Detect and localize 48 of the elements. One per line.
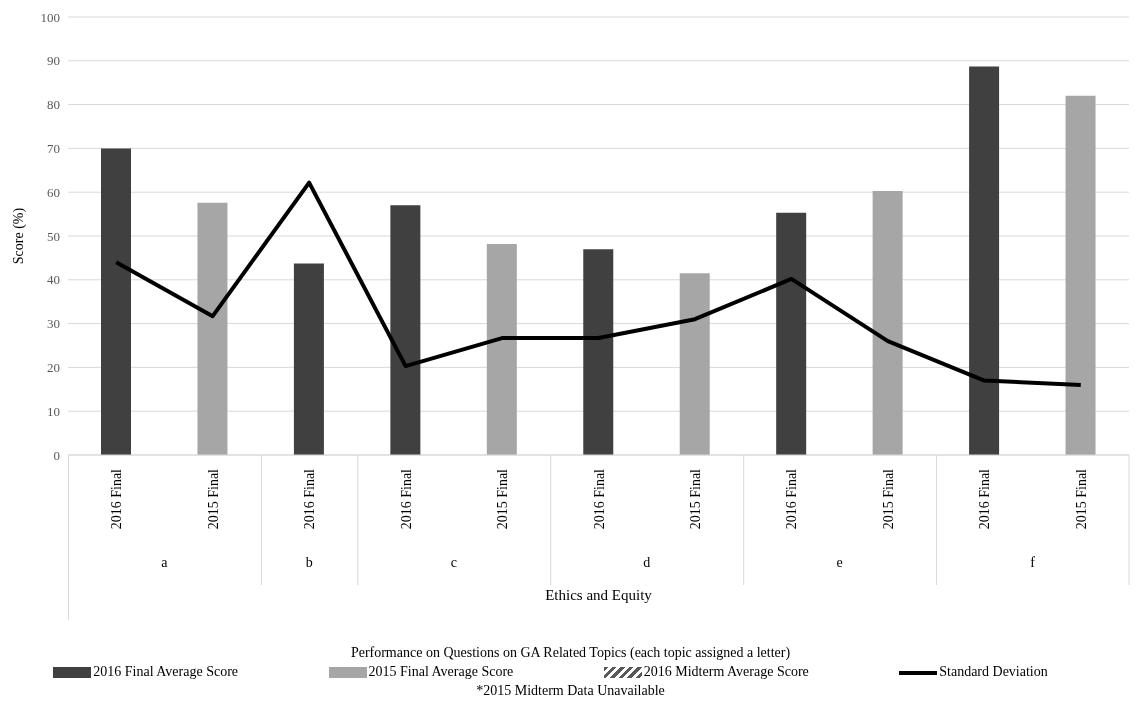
bar	[197, 202, 228, 455]
legend-label: 2016 Final Average Score	[92, 664, 239, 680]
x-tick-label: 2016 Final	[109, 468, 125, 530]
x-tick-label: 2015 Final	[687, 468, 703, 530]
legend-label: 2016 Midterm Average Score	[642, 664, 809, 680]
bar	[293, 263, 324, 455]
text: c	[449, 555, 458, 571]
text: b	[304, 555, 314, 571]
legend-label: Standard Deviation	[938, 664, 1048, 680]
y-tick-label: 80	[47, 97, 60, 113]
bar	[969, 66, 1000, 455]
bar	[390, 205, 421, 455]
x-tick-label: 2015 Final	[495, 468, 511, 530]
text: f	[1029, 555, 1036, 571]
x-tick-label: 2016 Final	[398, 468, 414, 530]
y-tick-label: 90	[47, 53, 60, 69]
text: e	[835, 555, 844, 571]
y-tick-label: 60	[47, 184, 60, 200]
y-axis-title: Score (%)	[10, 207, 27, 265]
bar	[1065, 95, 1096, 455]
y-tick-label: 50	[47, 228, 60, 244]
y-tick-label: 100	[40, 9, 60, 25]
bar	[583, 249, 614, 455]
x-tick-label: 2016 Final	[977, 468, 993, 530]
bar	[101, 148, 131, 455]
line-series	[114, 180, 1083, 387]
text: *2015 Midterm Data Unavailable	[475, 683, 666, 699]
y-tick-label: 70	[47, 141, 60, 157]
y-tick-label: 40	[47, 272, 60, 288]
bar	[776, 212, 807, 455]
y-tick-label: 30	[47, 316, 60, 332]
y-tick-label: 10	[47, 403, 60, 419]
x-tick-label: 2016 Final	[302, 468, 318, 530]
legend-label: 2015 Final Average Score	[367, 664, 514, 680]
x-axis-title: Ethics and Equity	[544, 587, 653, 604]
bar	[679, 273, 710, 455]
x-tick-label: 2015 Final	[1073, 468, 1089, 530]
y-tick-label: 20	[47, 360, 60, 376]
legend-title: Performance on Questions on GA Related Topics (each topic assigned a letter)	[349, 645, 792, 661]
x-tick-label: 2016 Final	[591, 468, 607, 530]
x-tick-label: 2015 Final	[880, 468, 896, 530]
x-tick-label: 2015 Final	[205, 468, 221, 530]
text: a	[160, 555, 169, 571]
text: d	[642, 555, 652, 571]
bar	[872, 190, 903, 455]
y-tick-label: 0	[53, 447, 60, 463]
bar	[486, 243, 517, 455]
x-tick-label: 2016 Final	[784, 468, 800, 530]
